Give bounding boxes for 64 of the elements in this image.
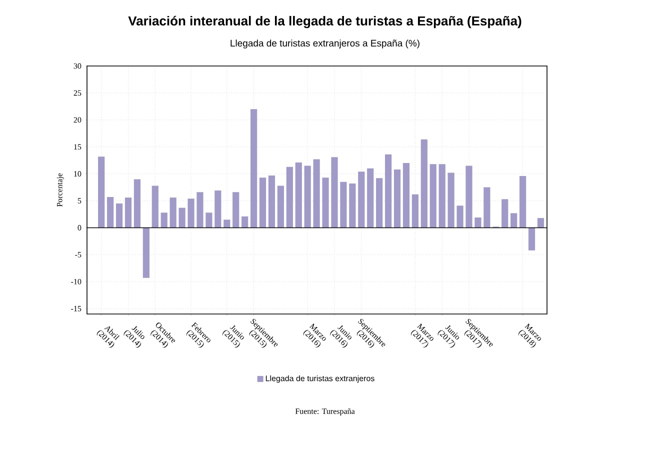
y-tick-label: -15: [71, 306, 82, 312]
bar: [402, 163, 410, 228]
bar: [313, 159, 320, 228]
bar: [384, 154, 392, 228]
bar: [474, 217, 482, 228]
bar: [116, 203, 123, 228]
y-tick-label: 0: [78, 225, 82, 230]
bar: [214, 190, 222, 228]
y-axis-title: Porcentaje: [56, 173, 64, 207]
bar: [107, 197, 114, 228]
legend-label: Llegada de turistas extranjeros: [266, 375, 374, 383]
source-note: Fuente: Turespaña: [295, 408, 355, 416]
bar: [295, 162, 302, 228]
y-tick-label: 30: [74, 63, 82, 69]
y-tick-label: 15: [74, 144, 82, 150]
bar: [376, 178, 383, 228]
bar: [349, 184, 356, 228]
bar: [340, 182, 347, 228]
bar: [196, 192, 204, 228]
bar: [456, 206, 464, 228]
bar: [170, 198, 176, 228]
bar: [438, 164, 446, 228]
bar: [224, 220, 230, 228]
bar: [430, 164, 436, 228]
bar: [160, 212, 168, 228]
y-tick-label: -5: [75, 252, 82, 258]
bar: [367, 168, 374, 228]
bar: [510, 213, 518, 228]
bar: [448, 172, 454, 228]
y-tick-label: -10: [71, 278, 82, 284]
bar: [242, 216, 248, 228]
bar: [528, 228, 536, 250]
y-tick-label: 5: [78, 198, 82, 204]
bar: [537, 218, 544, 228]
bar: [98, 156, 105, 228]
bar: [206, 212, 212, 228]
bar: [502, 199, 508, 228]
bar: [232, 192, 240, 228]
bar: [466, 166, 472, 228]
bar: [331, 157, 338, 228]
bar: [484, 187, 490, 228]
bar: [188, 198, 194, 228]
bar: [412, 194, 418, 228]
bar: [250, 109, 258, 228]
y-tick-label: 10: [74, 171, 82, 177]
bar: [358, 172, 365, 228]
bar: [124, 198, 132, 228]
bar: [152, 186, 158, 228]
bar: [142, 228, 150, 278]
bar: [178, 208, 186, 228]
bar: [519, 176, 526, 228]
bar: [268, 175, 276, 228]
bar: [134, 179, 141, 228]
bar: [259, 178, 266, 228]
bar: [286, 166, 293, 228]
y-tick-label: 20: [74, 117, 82, 123]
chart-subtitle: Llegada de turistas extranjeros a España (%): [230, 40, 420, 48]
y-tick-label: 25: [74, 90, 82, 96]
bar: [277, 186, 284, 228]
bar: [304, 166, 311, 228]
bar: [420, 139, 428, 228]
chart-title: Variación interanual de la llegada de turistas a España (España): [128, 16, 522, 28]
bar: [322, 178, 329, 228]
bar: [394, 170, 401, 228]
